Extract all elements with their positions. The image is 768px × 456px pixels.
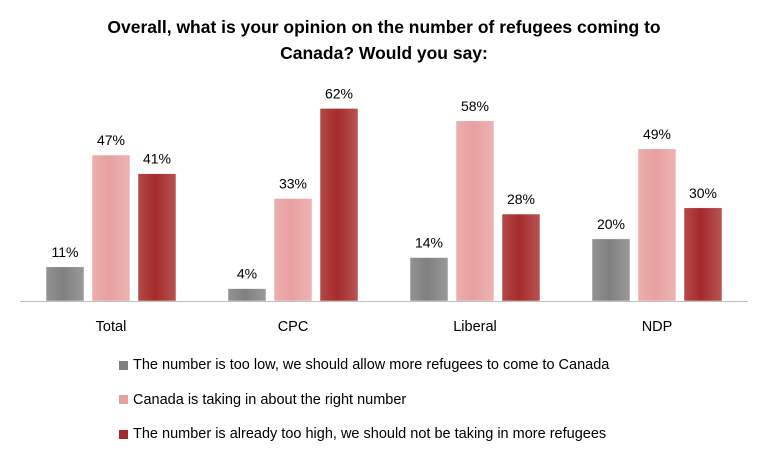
data-label-about-right-liberal: 58%	[461, 98, 489, 114]
bar-too-low-total	[45, 266, 85, 302]
data-label-too-low-total: 11%	[52, 244, 79, 260]
bar-too-low-liberal	[409, 257, 449, 302]
data-label-too-low-ndp: 20%	[597, 216, 625, 232]
bar-about-right-liberal	[455, 120, 495, 302]
legend-swatch-about-right	[119, 395, 128, 404]
legend-label-too-high: The number is already too high, we shoul…	[133, 426, 607, 442]
bar-too-low-cpc	[227, 288, 267, 302]
bar-about-right-cpc	[273, 198, 313, 302]
data-label-too-high-ndp: 30%	[689, 185, 717, 201]
data-label-too-high-cpc: 62%	[325, 85, 353, 101]
bar-too-low-ndp	[591, 238, 631, 302]
data-label-too-high-liberal: 28%	[507, 191, 535, 207]
legend-swatch-too-high	[119, 429, 128, 439]
category-label-ndp: NDP	[642, 319, 673, 335]
data-label-about-right-ndp: 49%	[643, 126, 671, 142]
bar-about-right-total	[91, 154, 131, 302]
data-label-too-low-liberal: 14%	[415, 235, 443, 251]
legend-item-too-high: The number is already too high, we shoul…	[119, 421, 609, 447]
data-label-about-right-total: 47%	[97, 132, 125, 148]
data-label-about-right-cpc: 33%	[279, 176, 307, 192]
chart-title: Overall, what is your opinion on the num…	[0, 14, 768, 66]
bar-too-high-total	[137, 173, 177, 302]
chart-title-line-2: Canada? Would you say:	[280, 43, 488, 63]
bar-too-high-cpc	[319, 108, 359, 302]
data-label-too-low-cpc: 4%	[237, 266, 257, 282]
labels-layer: 11% 47% 41% 4% 33% 62% 14% 58% 28% 20% 49% 30%	[52, 85, 718, 281]
category-labels-layer: Total CPC Liberal NDP	[96, 319, 673, 335]
bar-about-right-ndp	[637, 148, 677, 302]
bar-too-high-liberal	[501, 213, 541, 302]
legend: The number is too low, we should allow m…	[119, 352, 609, 456]
data-label-too-high-total: 41%	[143, 151, 171, 167]
legend-swatch-too-low	[119, 360, 128, 370]
legend-item-too-low: The number is too low, we should allow m…	[119, 352, 609, 378]
chart-title-line-1: Overall, what is your opinion on the num…	[107, 17, 661, 37]
category-label-total: Total	[96, 319, 127, 335]
legend-item-about-right: Canada is taking in about the right numb…	[119, 387, 609, 413]
category-label-cpc: CPC	[278, 319, 309, 335]
bar-too-high-ndp	[683, 207, 723, 302]
legend-label-about-right: Canada is taking in about the right numb…	[133, 391, 407, 408]
category-label-liberal: Liberal	[453, 319, 497, 335]
legend-label-too-low: The number is too low, we should allow m…	[133, 357, 610, 373]
bars-layer	[45, 108, 723, 302]
